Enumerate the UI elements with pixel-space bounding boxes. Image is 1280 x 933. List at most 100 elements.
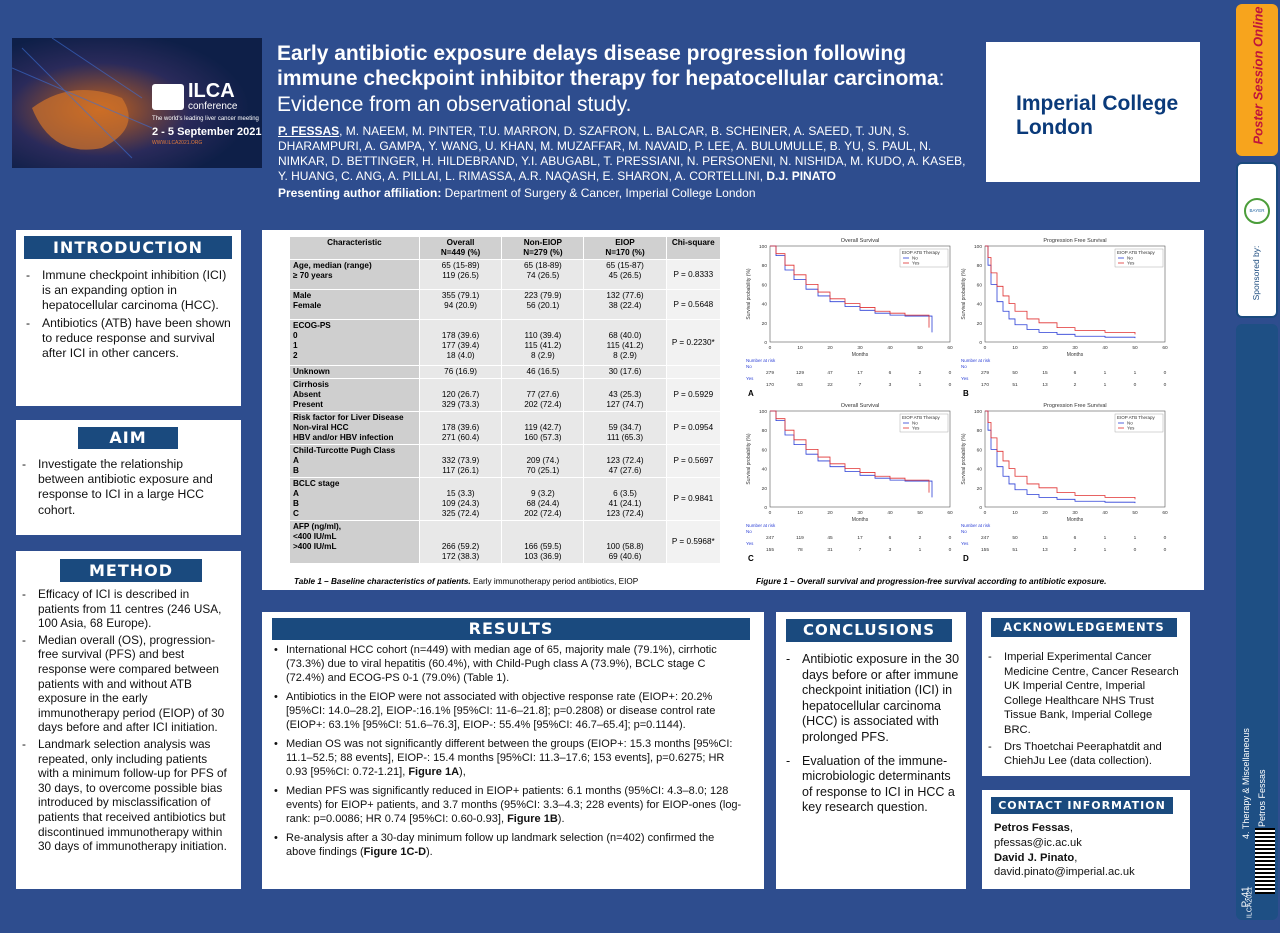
table-row: Child-Turcotte Pugh Class A B 332 (73.9)… bbox=[289, 444, 722, 478]
table-row: Age, median (range) ≥ 70 years 65 (15-89)… bbox=[289, 259, 722, 290]
contact-name-2: David J. Pinato bbox=[994, 851, 1075, 864]
table-row: Cirrhosis Absent Present 120 (26.7) 329 … bbox=[289, 378, 722, 412]
contact-heading: CONTACT INFORMATION bbox=[991, 797, 1173, 814]
x-axis-label: Months bbox=[1067, 517, 1084, 523]
affiliation: Presenting author affiliation: Departmen… bbox=[278, 186, 756, 200]
x-tick-label: 30 bbox=[1072, 345, 1078, 351]
x-tick-label: 40 bbox=[1102, 510, 1108, 516]
table-cell: P = 0.5929 bbox=[665, 378, 722, 412]
table-cell: P = 0.5648 bbox=[665, 289, 722, 320]
y-tick-label: 40 bbox=[977, 467, 983, 473]
risk-no-label: No bbox=[746, 529, 752, 534]
plot-frame bbox=[984, 245, 1166, 343]
table-cell: 178 (39.6) 177 (39.4) 18 (4.0) bbox=[418, 319, 503, 366]
number-at-risk-label: Number at risk bbox=[961, 358, 991, 363]
baseline-table: Characteristic Overall N=449 (%) Non-EIOP … bbox=[289, 236, 722, 564]
y-tick-label: 0 bbox=[764, 340, 767, 346]
risk-no-value: 6 bbox=[1074, 535, 1077, 541]
risk-yes-value: 170 bbox=[981, 382, 989, 388]
x-tick-label: 0 bbox=[769, 345, 772, 351]
x-tick-label: 20 bbox=[1042, 510, 1048, 516]
title-line-1: Early antibiotic exposure delays disease… bbox=[277, 42, 907, 65]
risk-no-value: 247 bbox=[981, 535, 989, 541]
table-header-cell: Chi-square bbox=[665, 236, 722, 260]
risk-no-value: 0 bbox=[1164, 370, 1167, 376]
result-text: Re-analysis after a 30-day minimum follo… bbox=[286, 832, 715, 858]
risk-yes-value: 7 bbox=[859, 547, 862, 553]
x-tick-label: 10 bbox=[797, 510, 803, 516]
risk-no-label: No bbox=[961, 364, 967, 369]
plot-frame bbox=[769, 410, 951, 508]
result-figure-ref: Figure 1C-D bbox=[363, 846, 427, 858]
risk-yes-value: 155 bbox=[981, 547, 989, 553]
table-row: Unknown 76 (16.9) 46 (16.5) 30 (17.6) bbox=[289, 365, 722, 379]
conclusions-list: Antibiotic exposure in the 30 days befor… bbox=[780, 652, 960, 818]
category-text: 4. Therapy & Miscellaneous bbox=[1241, 728, 1251, 839]
y-tick-label: 20 bbox=[762, 486, 768, 492]
y-tick-label: 0 bbox=[979, 505, 982, 511]
poster-code: ILCA2021 bbox=[1246, 886, 1254, 919]
risk-yes-value: 31 bbox=[827, 547, 833, 553]
x-tick-label: 60 bbox=[947, 345, 953, 351]
method-heading: METHOD bbox=[60, 559, 202, 582]
x-tick-label: 50 bbox=[917, 510, 923, 516]
risk-yes-label: Yes bbox=[961, 541, 969, 546]
ilca-logo-icon bbox=[152, 84, 184, 110]
first-author: P. FESSAS bbox=[278, 124, 340, 138]
table-cell: Cirrhosis Absent Present bbox=[289, 378, 420, 412]
legend-title: EIOP ATB Therapy bbox=[1117, 415, 1156, 420]
qr-code-icon[interactable] bbox=[1255, 828, 1275, 894]
table-cell: Child-Turcotte Pugh Class A B bbox=[289, 444, 420, 478]
y-tick-label: 40 bbox=[977, 302, 983, 308]
sponsor-box: BAYER Sponsored by: bbox=[1236, 162, 1278, 318]
table-cell: 110 (39.4) 115 (41.2) 8 (2.9) bbox=[501, 319, 585, 366]
table-cell: P = 0.0954 bbox=[665, 411, 722, 445]
table-cell: 209 (74.) 70 (25.1) bbox=[501, 444, 585, 478]
risk-no-value: 0 bbox=[949, 535, 952, 541]
list-item: Imperial Experimental Cancer Medicine Ce… bbox=[982, 650, 1182, 738]
number-at-risk-label: Number at risk bbox=[961, 523, 991, 528]
table-cell: Unknown bbox=[289, 365, 420, 379]
x-tick-label: 40 bbox=[887, 510, 893, 516]
legend-label-no: No bbox=[912, 421, 918, 426]
figure-caption: Figure 1 – Overall survival and progress… bbox=[756, 577, 1107, 586]
legend-label-yes: Yes bbox=[1127, 261, 1135, 266]
ilca-url[interactable]: WWW.ILCA2021.ORG bbox=[152, 140, 203, 146]
x-tick-label: 50 bbox=[917, 345, 923, 351]
legend-label-no: No bbox=[1127, 256, 1133, 261]
panel-letter: B bbox=[963, 389, 969, 398]
title-colon: : bbox=[938, 67, 945, 90]
y-tick-label: 100 bbox=[759, 244, 767, 250]
number-at-risk-label: Number at risk bbox=[746, 523, 776, 528]
method-list: Efficacy of ICI is described in patients… bbox=[16, 587, 231, 856]
contact-email-1[interactable]: pfessas@ic.ac.uk bbox=[994, 836, 1082, 849]
risk-no-value: 50 bbox=[1012, 535, 1018, 541]
intro-heading: INTRODUCTION bbox=[24, 236, 232, 259]
risk-no-value: 247 bbox=[766, 535, 774, 541]
contact-email-2[interactable]: david.pinato@imperial.ac.uk bbox=[994, 866, 1135, 879]
risk-yes-value: 2 bbox=[1074, 547, 1077, 553]
risk-no-value: 2 bbox=[919, 535, 922, 541]
km-curve-yes bbox=[985, 245, 1136, 335]
risk-yes-value: 170 bbox=[766, 382, 774, 388]
x-tick-label: 10 bbox=[1012, 345, 1018, 351]
risk-no-value: 279 bbox=[981, 370, 989, 376]
ilca-conference-word: conference bbox=[188, 101, 238, 112]
km-figure: Overall Survival Survival probability (%)… bbox=[746, 238, 1168, 563]
contact-details: Petros Fessas, pfessas@ic.ac.uk David J.… bbox=[994, 822, 1135, 879]
risk-yes-label: Yes bbox=[746, 541, 754, 546]
y-tick-label: 80 bbox=[977, 263, 983, 269]
risk-yes-value: 1 bbox=[919, 547, 922, 553]
legend-box bbox=[1114, 413, 1164, 433]
intro-panel: INTRODUCTION Immune checkpoint inhibitio… bbox=[16, 230, 241, 406]
aim-heading: AIM bbox=[78, 427, 178, 449]
x-axis-label: Months bbox=[852, 352, 869, 358]
x-axis-label: Months bbox=[852, 517, 869, 523]
table-cell: Age, median (range) ≥ 70 years bbox=[289, 259, 420, 290]
risk-yes-value: 155 bbox=[766, 547, 774, 553]
km-curve-no bbox=[770, 245, 933, 333]
x-tick-label: 30 bbox=[857, 510, 863, 516]
risk-yes-value: 1 bbox=[919, 382, 922, 388]
last-author: D.J. PINATO bbox=[766, 169, 836, 183]
risk-no-value: 6 bbox=[889, 535, 892, 541]
